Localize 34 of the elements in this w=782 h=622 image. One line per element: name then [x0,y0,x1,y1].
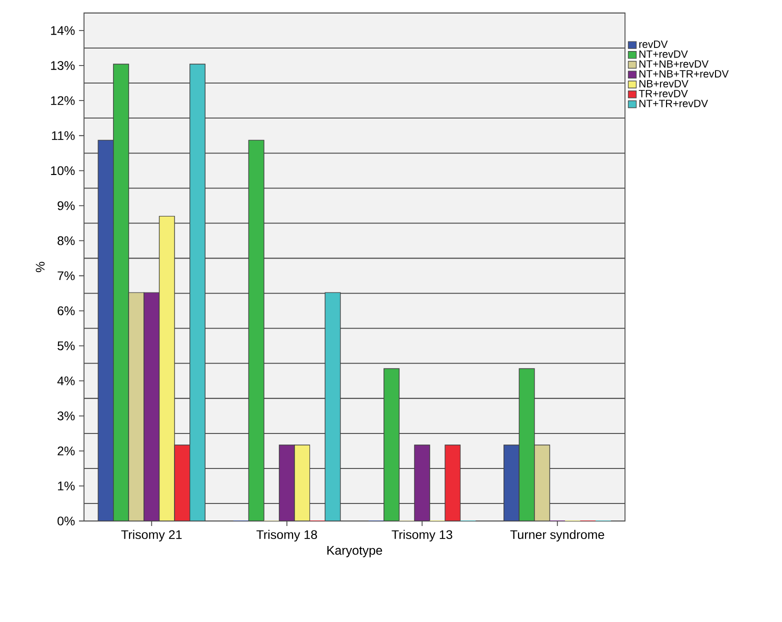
legend-label: NT+TR+revDV [639,100,708,108]
y-tick-label: 12% [51,96,75,105]
y-tick-label: 9% [58,201,75,210]
x-tick-label: Turner syndrome [510,530,604,542]
bar [189,64,206,521]
y-tick-label: 14% [51,26,75,35]
y-tick-label: 10% [51,166,75,176]
y-tick-label: 11% [52,131,75,140]
legend-label: NT+revDV [639,50,688,58]
y-tick-label: 3% [58,411,75,420]
y-tick-label: 1% [58,482,75,490]
y-tick-label: 7% [58,271,75,280]
bar [534,444,550,521]
y-tick-label: 6% [58,306,75,316]
y-tick-label: 4% [57,376,75,386]
y-tick-label: 5% [58,341,75,350]
bar [128,292,144,521]
x-tick-label: Trisomy 21 [121,530,182,542]
y-tick-label: 8% [58,236,75,246]
y-tick-label: 2% [58,446,75,456]
y-tick-label: 0% [58,516,75,526]
legend-label: NT+NB+revDV [639,60,709,68]
x-tick-label: Trisomy 18 [256,530,317,542]
legend-label: revDV [639,40,668,48]
x-tick-label: Trisomy 13 [392,530,452,542]
bar [444,444,461,521]
legend-label: NB+revDV [639,80,688,88]
y-axis-title: % [36,262,45,272]
bar [174,444,190,521]
x-axis-title: Karyotype [327,546,382,558]
legend-label: NT+NB+TR+revDV [639,70,729,78]
legend-label: TR+revDV [638,90,688,98]
y-tick-label: 13% [51,61,75,70]
bar [324,292,341,521]
